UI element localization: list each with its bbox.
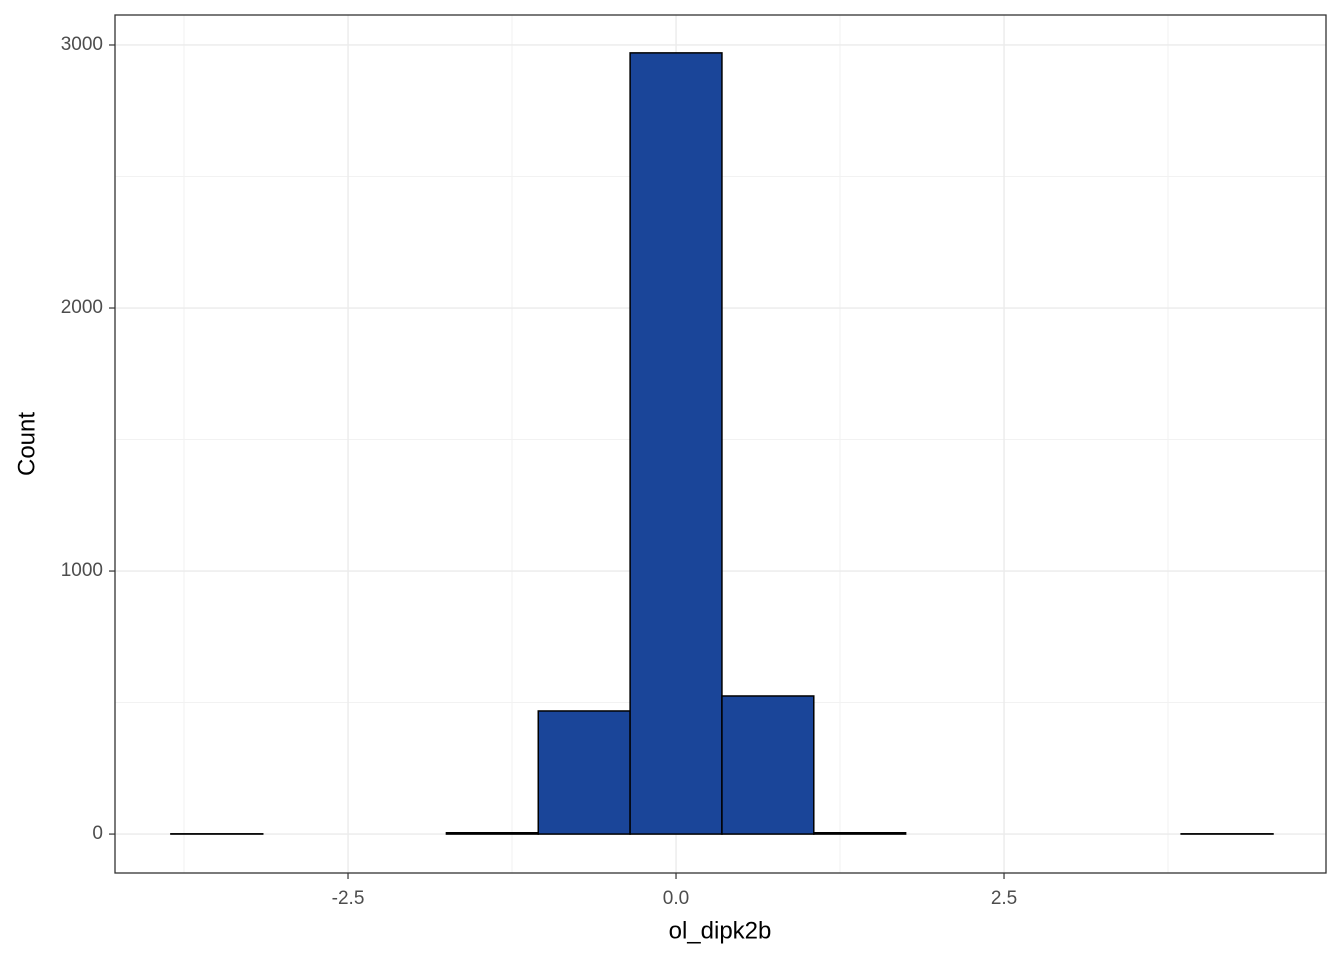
y-tick-label: 3000 [61,34,103,55]
x-tick-label: 2.5 [991,888,1017,909]
bar [813,832,907,835]
x-axis-title: ol_dipk2b [669,917,772,944]
y-axis-title: Count [13,412,40,476]
panel-border [114,14,1327,874]
x-tick-label: -2.5 [332,888,365,909]
bar [721,695,815,835]
y-tick-label: 0 [92,823,103,844]
bar [445,832,540,835]
bar [629,52,723,835]
bar [537,710,631,835]
x-tick-label: 0.0 [663,888,689,909]
y-tick-label: 2000 [61,297,103,318]
y-tick-label: 1000 [61,560,103,581]
